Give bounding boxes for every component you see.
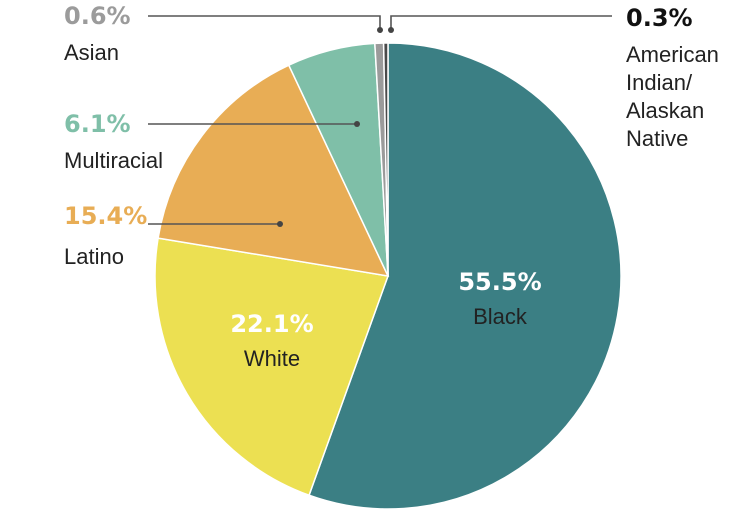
leader-lines bbox=[148, 15, 612, 227]
pie-slices bbox=[154, 42, 622, 510]
slice-value-white: 22.1% bbox=[230, 310, 313, 338]
slice-label-line-1: Indian/ bbox=[626, 70, 693, 95]
slice-value-asian: 0.6% bbox=[64, 2, 131, 30]
slice-labels: 55.5% Black 22.1% White 15.4% Latino 6.1% Multi… bbox=[64, 2, 719, 371]
slice-value-black: 55.5% bbox=[458, 268, 541, 296]
slice-value-latino: 15.4% bbox=[64, 202, 147, 230]
leader-line-american-indian-alaskan-native bbox=[390, 15, 612, 30]
pie-slice-black bbox=[308, 42, 622, 510]
slice-label-latino: Latino bbox=[64, 244, 124, 269]
pie-slice-white bbox=[154, 237, 390, 497]
leader-dot-asian bbox=[377, 27, 383, 33]
leader-dot-latino bbox=[277, 221, 283, 227]
slice-label-black: Black bbox=[473, 304, 528, 329]
slice-label-line-0: American bbox=[626, 42, 719, 67]
slice-value-american-indian-alaskan-native: 0.3% bbox=[626, 4, 693, 32]
slice-label-multiracial: Multiracial bbox=[64, 148, 163, 173]
slice-label-line-2: Alaskan bbox=[626, 98, 704, 123]
slice-label-asian: Asian bbox=[64, 40, 119, 65]
slice-label-white: White bbox=[244, 346, 300, 371]
slice-value-multiracial: 6.1% bbox=[64, 110, 131, 138]
pie-slice-american-indian-alaskan-native bbox=[382, 42, 389, 277]
slice-label-line-3: Native bbox=[626, 126, 688, 151]
leader-dot-american-indian-alaskan-native bbox=[388, 27, 394, 33]
leader-dot-multiracial bbox=[354, 121, 360, 127]
leader-line-asian bbox=[148, 15, 381, 30]
